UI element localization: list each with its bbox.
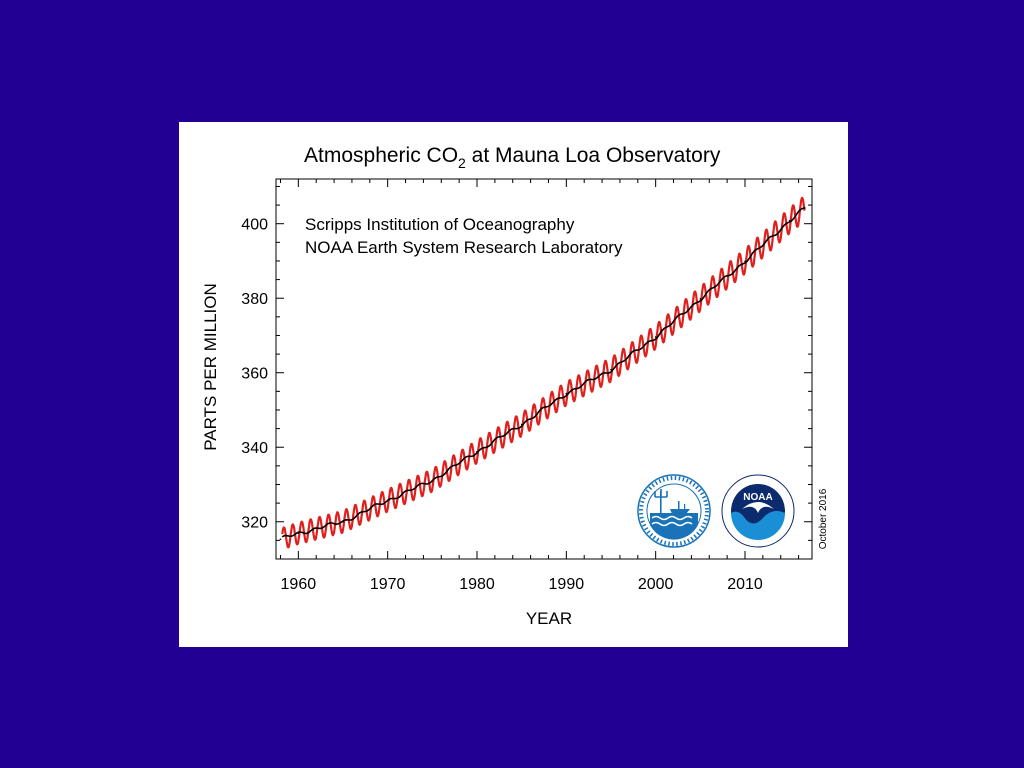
trend-point: [610, 368, 612, 371]
axis-ticks: 1960 1970 1980 1990 2000 2010 320 340 360 380 400: [241, 179, 812, 593]
scripps-seal-icon: [637, 474, 711, 548]
chart-card: Atmospheric CO2 at Mauna Loa Observatory…: [179, 122, 848, 647]
y-tick-label: 340: [241, 440, 268, 457]
series-group: [279, 196, 806, 549]
trend-point: [565, 392, 568, 395]
x-axis-title: YEAR: [526, 609, 572, 628]
noaa-logo-icon: NOAA: [721, 474, 795, 548]
y-tick-label: 360: [241, 366, 268, 383]
chart-title: Atmospheric CO2 at Mauna Loa Observatory: [304, 144, 721, 171]
x-tick-label: 1970: [370, 576, 406, 593]
trend-point: [699, 298, 702, 300]
y-tick-label: 400: [241, 217, 268, 234]
annotation-noaa: NOAA Earth System Research Laboratory: [305, 238, 623, 257]
trend-point: [788, 219, 791, 222]
trend-point: [654, 336, 657, 338]
chart-title-main: Atmospheric CO: [304, 144, 458, 167]
x-tick-label: 2000: [638, 576, 674, 593]
annotation-scripps: Scripps Institution of Oceanography: [305, 215, 575, 234]
trend-point: [744, 260, 746, 263]
x-tick-label: 1980: [459, 576, 495, 593]
trend-point: [520, 423, 523, 426]
noaa-logo-text: NOAA: [743, 492, 772, 503]
trend-point: [297, 532, 300, 535]
series-monthly-line: [281, 196, 806, 549]
trend-point: [804, 207, 806, 209]
trend-point: [279, 538, 282, 541]
y-tick-label: 320: [241, 515, 268, 532]
y-axis-title: PARTS PER MILLION: [201, 283, 220, 451]
trend-point: [431, 479, 434, 482]
trend-point: [386, 499, 389, 502]
series-trend-line: [281, 207, 806, 538]
chart-title-rest: at Mauna Loa Observatory: [466, 144, 721, 167]
plot-frame: [275, 178, 813, 560]
x-tick-label: 2010: [727, 576, 763, 593]
x-tick-label: 1960: [281, 576, 317, 593]
co2-chart: Atmospheric CO2 at Mauna Loa Observatory…: [201, 144, 829, 628]
trend-point: [476, 450, 478, 453]
chart-title-subscript: 2: [458, 155, 466, 171]
y-tick-label: 380: [241, 291, 268, 308]
trend-point: [342, 520, 344, 523]
date-stamp: October 2016: [818, 488, 829, 549]
x-tick-label: 1990: [549, 576, 585, 593]
